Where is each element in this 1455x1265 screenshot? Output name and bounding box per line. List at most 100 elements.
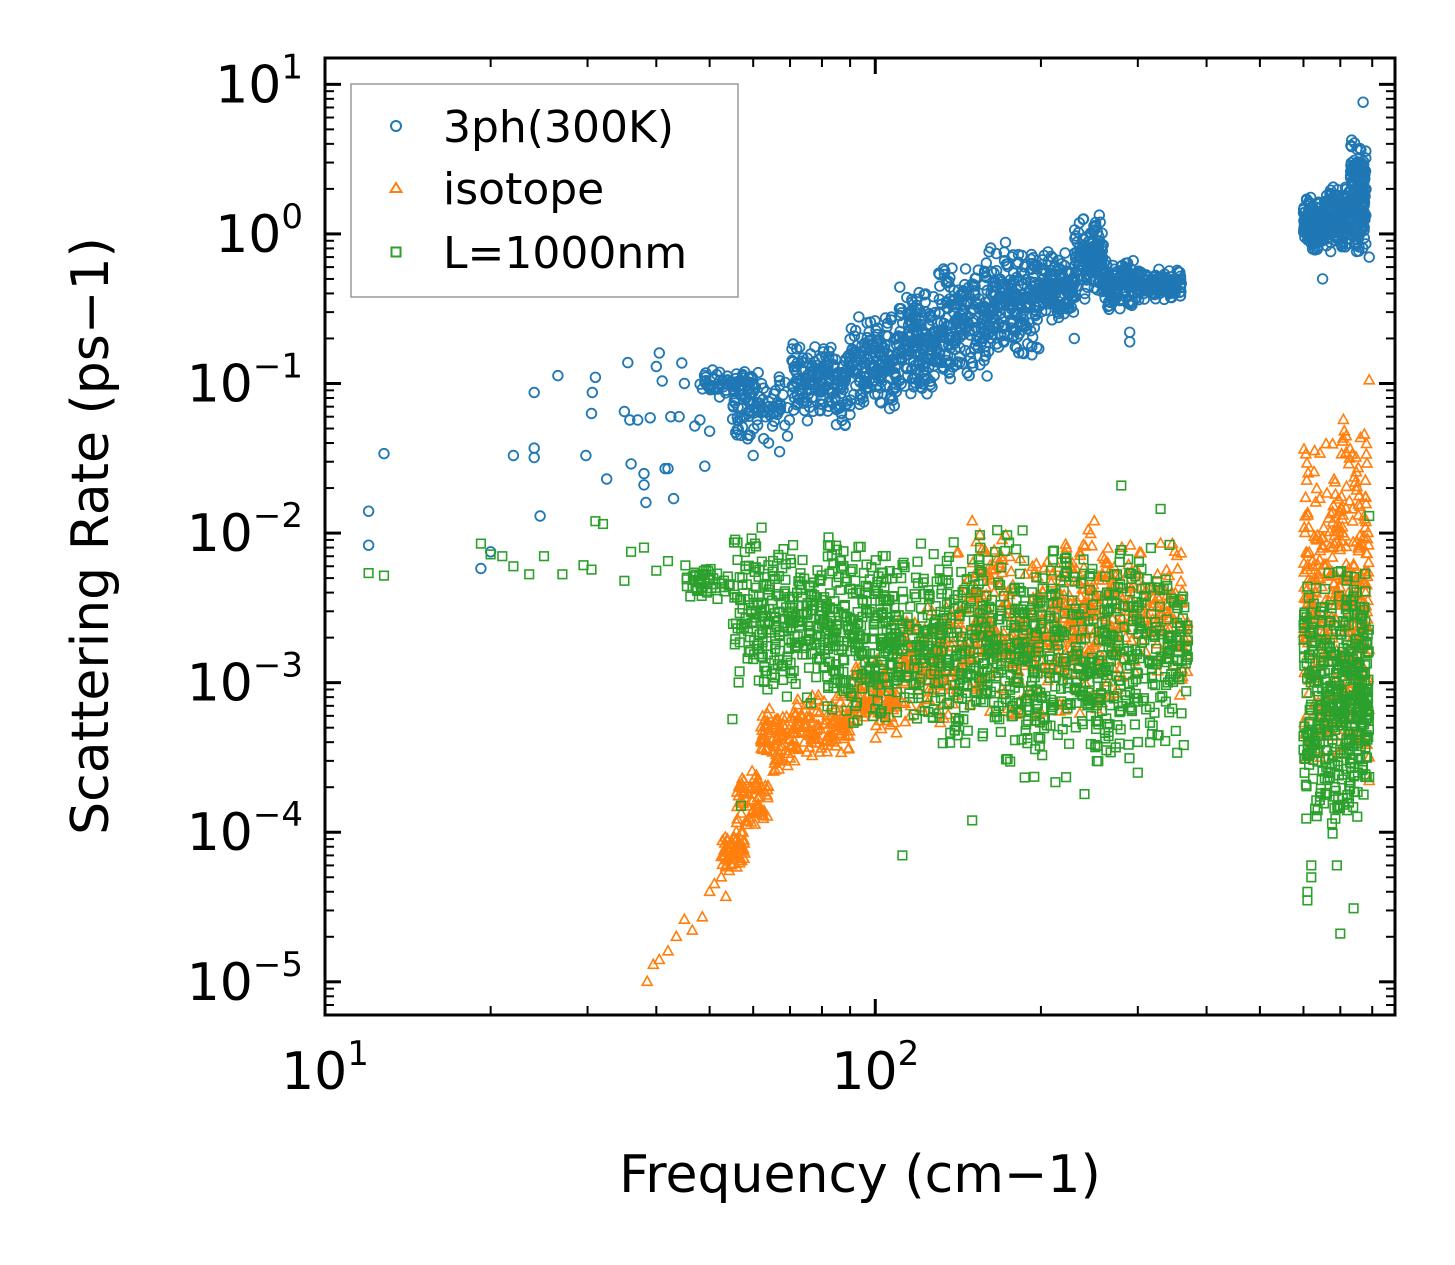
data-point [720, 852, 733, 865]
data-point [732, 779, 746, 792]
data-point [787, 381, 800, 394]
data-point [791, 742, 805, 755]
data-point [985, 265, 998, 278]
data-point [1084, 227, 1097, 239]
data-point [716, 848, 730, 860]
data-point [910, 363, 922, 376]
data-point [835, 400, 847, 412]
data-point [1105, 274, 1117, 287]
data-point [981, 370, 993, 382]
data-point [868, 368, 881, 381]
data-point [978, 354, 990, 367]
data-point [837, 383, 849, 396]
data-point [729, 397, 741, 409]
data-point [1120, 285, 1132, 297]
data-point [816, 398, 829, 411]
data-point [984, 302, 997, 314]
data-point [760, 743, 774, 756]
data-point [1358, 206, 1370, 219]
data-point [870, 687, 884, 700]
data-point [894, 281, 906, 293]
data-point [790, 698, 804, 710]
data-point [844, 706, 858, 718]
data-point [751, 797, 765, 809]
data-point [1037, 264, 1049, 277]
data-point [748, 817, 762, 829]
data-point [1100, 255, 1112, 267]
data-point [1016, 302, 1028, 314]
data-point [1139, 273, 1151, 285]
data-point [1024, 325, 1037, 337]
data-point [650, 360, 663, 373]
data-point [797, 356, 810, 369]
data-point [770, 712, 783, 725]
data-point [805, 748, 819, 761]
data-point [912, 328, 925, 341]
data-point [848, 330, 861, 342]
data-point [791, 692, 805, 705]
data-point [943, 357, 956, 369]
data-point [938, 268, 951, 281]
data-point [676, 357, 688, 369]
data-point [990, 247, 1003, 260]
data-point [745, 764, 759, 776]
data-point [763, 396, 775, 408]
data-point [790, 343, 803, 355]
data-point [1004, 274, 1017, 286]
data-point [743, 396, 755, 408]
data-point [902, 319, 915, 331]
data-point [1158, 293, 1170, 306]
data-point [754, 732, 768, 744]
data-point [732, 841, 745, 853]
data-point [853, 311, 865, 323]
data-point [1013, 347, 1025, 359]
data-point [984, 309, 996, 321]
data-point [1360, 183, 1372, 195]
data-point [1355, 204, 1367, 216]
data-point [1335, 224, 1348, 237]
data-point [882, 691, 895, 703]
data-point [1000, 305, 1013, 318]
data-point [747, 379, 759, 392]
data-point [773, 725, 787, 737]
data-point [1043, 291, 1055, 303]
data-point [783, 751, 797, 763]
data-point [589, 371, 602, 384]
data-point [624, 414, 636, 426]
data-point [996, 322, 1009, 334]
data-point [776, 710, 790, 722]
data-point [667, 492, 680, 505]
data-point [906, 296, 918, 308]
data-point [885, 389, 897, 402]
data-point [507, 449, 520, 462]
data-point [992, 341, 1005, 353]
data-point [741, 787, 754, 799]
data-point [1347, 224, 1359, 236]
data-point [801, 383, 813, 395]
data-point [788, 754, 801, 766]
data-point [713, 391, 726, 403]
data-point [640, 496, 652, 509]
data-point [773, 374, 786, 387]
data-point [1363, 251, 1375, 263]
data-point [601, 473, 613, 485]
data-point [922, 372, 934, 385]
data-point [834, 695, 847, 707]
data-point [1103, 303, 1115, 316]
data-point [779, 419, 791, 431]
data-point [1076, 247, 1088, 259]
data-point [780, 726, 794, 738]
data-point [585, 407, 598, 420]
data-point [678, 377, 691, 390]
data-point [706, 364, 719, 376]
data-point [1015, 289, 1028, 301]
data-point [750, 768, 763, 780]
data-point [898, 714, 912, 727]
data-point [820, 351, 832, 363]
data-point [1356, 199, 1368, 212]
data-point [944, 342, 957, 354]
data-point [810, 718, 824, 730]
data-point [924, 340, 936, 352]
data-point [798, 716, 812, 729]
